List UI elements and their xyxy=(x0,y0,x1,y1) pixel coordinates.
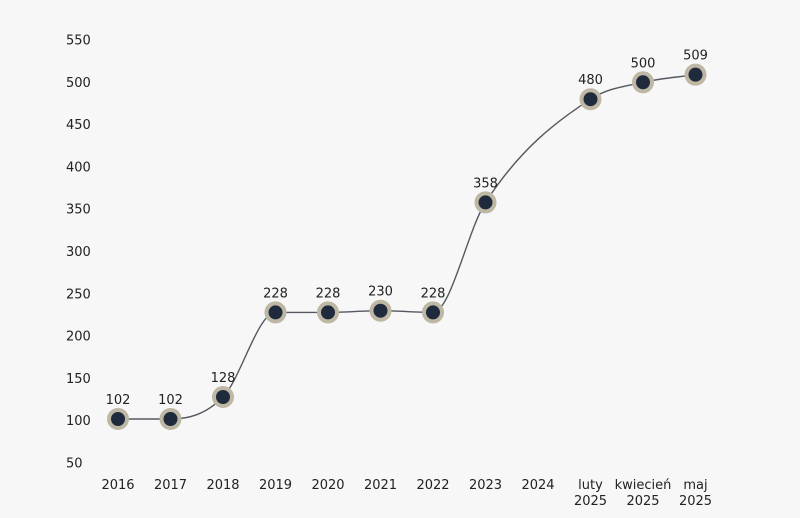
y-tick-label: 100 xyxy=(66,414,91,429)
data-label: 228 xyxy=(316,286,341,301)
y-tick-label: 400 xyxy=(66,160,91,175)
x-tick-label: 2024 xyxy=(521,478,554,493)
data-point xyxy=(369,299,392,322)
x-tick-label: 2019 xyxy=(259,478,292,493)
y-tick-label: 500 xyxy=(66,76,91,91)
data-labels: 102 102 128 228 228 230 228 358 480 500 509 xyxy=(106,49,708,408)
data-point xyxy=(684,63,707,86)
data-label: 500 xyxy=(631,56,656,71)
data-label: 228 xyxy=(421,286,446,301)
data-point xyxy=(212,386,234,409)
data-point xyxy=(579,88,602,111)
x-tick-label: 2017 xyxy=(154,478,187,493)
data-point xyxy=(159,408,182,431)
data-label: 358 xyxy=(473,176,498,191)
y-axis: 50 100 150 200 250 300 350 400 450 500 550 xyxy=(66,34,91,472)
y-tick-label: 50 xyxy=(66,457,83,472)
data-label: 128 xyxy=(211,371,236,386)
y-tick-label: 450 xyxy=(66,118,91,133)
data-point xyxy=(107,408,129,431)
x-tick-label: 2020 xyxy=(311,478,344,493)
y-tick-label: 350 xyxy=(66,203,91,218)
data-label: 102 xyxy=(106,393,131,408)
data-label: 228 xyxy=(263,286,288,301)
x-tick-label: 2023 xyxy=(469,478,502,493)
x-tick-label: maj 2025 xyxy=(679,478,712,509)
x-tick-label: luty 2025 xyxy=(574,478,607,509)
y-tick-label: 200 xyxy=(66,330,91,345)
data-label: 480 xyxy=(578,73,603,88)
x-tick-label: 2016 xyxy=(101,478,134,493)
markers xyxy=(107,63,707,431)
x-tick-label: 2021 xyxy=(364,478,397,493)
y-tick-label: 300 xyxy=(66,245,91,260)
x-tick-label: kwiecień 2025 xyxy=(615,478,672,509)
y-tick-label: 250 xyxy=(66,287,91,302)
y-tick-label: 150 xyxy=(66,372,91,387)
data-label: 509 xyxy=(683,49,708,64)
x-tick-label: 2018 xyxy=(206,478,239,493)
data-label: 102 xyxy=(158,393,183,408)
data-point xyxy=(474,191,497,214)
x-axis: 2016 2017 2018 2019 2020 2021 2022 2023 2024 luty… xyxy=(101,478,712,509)
data-label: 230 xyxy=(368,285,393,300)
data-point xyxy=(422,301,444,324)
series-line xyxy=(118,73,696,420)
data-point xyxy=(264,301,287,324)
y-tick-label: 550 xyxy=(66,34,91,49)
x-tick-label: 2022 xyxy=(416,478,449,493)
data-point xyxy=(632,71,654,94)
data-point xyxy=(317,301,339,324)
